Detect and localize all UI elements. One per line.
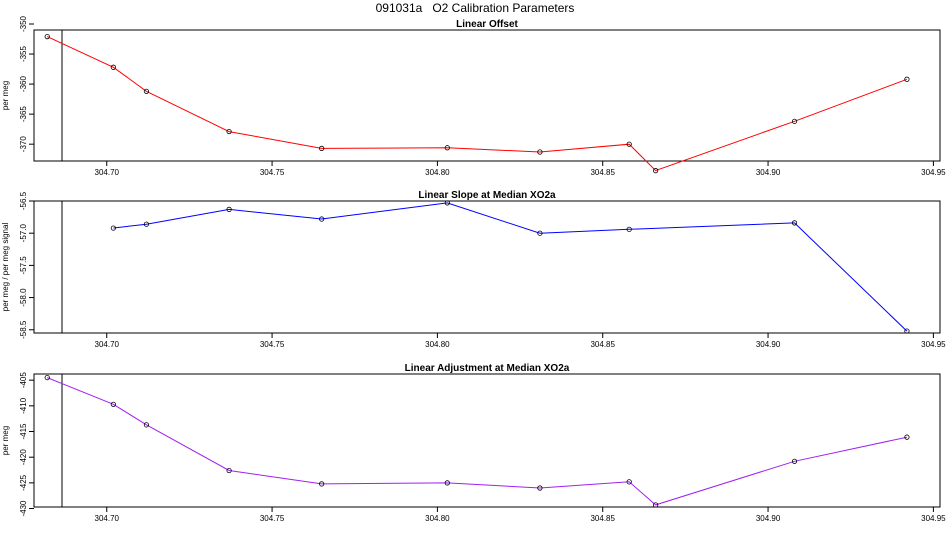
data-point [319, 481, 325, 487]
x-tick-label: 304.75 [260, 340, 285, 349]
x-tick-label: 304.70 [95, 168, 120, 177]
plot-frame [33, 29, 941, 162]
data-point [904, 434, 910, 440]
data-point [143, 88, 150, 94]
data-point [791, 458, 798, 464]
panel-linear-offset: Linear Offset 304.70 304.75 304.80 304.85 304… [1, 15, 946, 177]
y-tick-label: -420 [19, 449, 28, 466]
data-point [444, 145, 450, 151]
y-tick-label: -410 [19, 397, 28, 414]
data-point [653, 168, 659, 174]
data-point [626, 141, 632, 147]
x-tick-label: 304.80 [425, 514, 450, 523]
data-point [444, 200, 450, 206]
y-tick-label: -430 [19, 500, 28, 517]
data-point [319, 216, 325, 222]
panel-title: Linear Slope at Median XO2a [418, 190, 556, 201]
y-tick-label: -360 [19, 76, 28, 93]
x-tick-label: 304.70 [95, 514, 120, 523]
data-point [791, 220, 798, 226]
data-point [44, 374, 50, 381]
data-point [537, 485, 543, 491]
series-line [47, 377, 908, 506]
y-tick-label: -405 [19, 372, 28, 389]
y-tick-label: -57.0 [19, 224, 28, 243]
data-point [110, 64, 116, 70]
panel-linear-adjustment: Linear Adjustment at Median XO2a 304.70 30… [1, 363, 946, 523]
y-tick-label: -58.0 [19, 288, 28, 307]
x-tick-label: 304.70 [95, 340, 120, 349]
x-tick-label: 304.75 [260, 514, 285, 523]
data-point [319, 145, 325, 151]
x-tick-label: 304.95 [921, 168, 946, 177]
x-tick-label: 304.85 [590, 168, 615, 177]
data-point [626, 479, 632, 485]
data-point [44, 34, 50, 40]
data-point [537, 230, 543, 236]
y-tick-label: -350 [19, 15, 28, 32]
x-tick-label: 304.95 [921, 514, 946, 523]
y-tick-label: -56.5 [19, 191, 28, 210]
data-point [626, 226, 632, 232]
data-point [653, 502, 659, 508]
x-tick-label: 304.90 [756, 168, 781, 177]
series-line [46, 36, 908, 172]
y-tick-label: -370 [19, 136, 28, 153]
y-tick-label: -365 [19, 106, 28, 123]
x-tick-label: 304.90 [756, 514, 781, 523]
x-tick-label: 304.85 [590, 514, 615, 523]
data-point [226, 206, 232, 212]
series-line [113, 202, 908, 332]
x-tick-label: 304.80 [425, 340, 450, 349]
y-axis-label: per meg [1, 426, 10, 455]
figure-title: 091031a O2 Calibration Parameters [375, 1, 575, 15]
data-point [537, 149, 543, 155]
data-point [110, 225, 116, 231]
panel-title: Linear Offset [456, 19, 518, 30]
y-axis-label: per meg [1, 81, 10, 110]
x-tick-label: 304.95 [921, 340, 946, 349]
x-tick-label: 304.75 [260, 168, 285, 177]
plot-frame [33, 373, 941, 508]
y-tick-label: -57.5 [19, 256, 28, 275]
panel-title: Linear Adjustment at Median XO2a [405, 363, 570, 374]
data-point [444, 480, 450, 486]
plot-frame [33, 200, 941, 334]
data-point [143, 221, 150, 227]
data-point [226, 128, 232, 135]
data-point [904, 76, 910, 82]
data-point [143, 422, 150, 428]
x-tick-label: 304.90 [756, 340, 781, 349]
data-point [904, 328, 910, 334]
data-point [791, 118, 798, 124]
y-tick-label: -355 [19, 45, 28, 62]
panel-linear-slope: Linear Slope at Median XO2a 304.70 304.75 3… [1, 190, 946, 349]
y-axis-label: per meg / per meg signal [1, 223, 10, 312]
x-tick-label: 304.85 [590, 340, 615, 349]
y-tick-label: -425 [19, 474, 28, 491]
y-tick-label: -415 [19, 423, 28, 440]
x-tick-label: 304.80 [425, 168, 450, 177]
data-point [110, 401, 116, 407]
y-tick-label: -58.5 [19, 320, 28, 339]
data-point [226, 467, 232, 474]
